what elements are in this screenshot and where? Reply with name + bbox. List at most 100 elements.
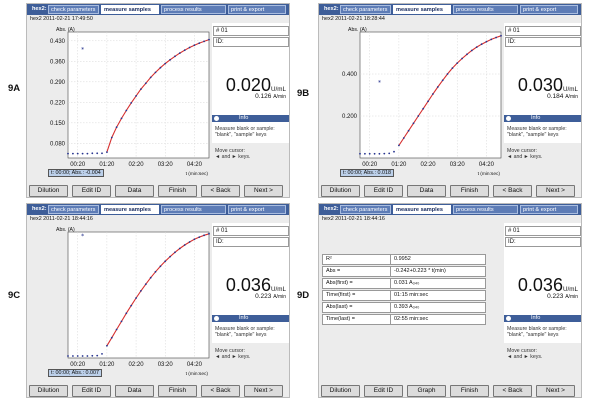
id-field[interactable]: ID: bbox=[213, 237, 289, 247]
kinetics-plot[interactable]: 00:20 01:20 02:20 03:20 04:20 0.200 0.400 Abs. … bbox=[322, 23, 503, 185]
x-tick-label: 01:20 bbox=[391, 162, 407, 168]
dilution-button[interactable]: Dilution bbox=[29, 185, 68, 197]
info-text-measure: Measure blank or sample: "blank", "sample… bbox=[215, 126, 275, 139]
data-point bbox=[368, 152, 371, 155]
finish-button[interactable]: Finish bbox=[450, 185, 489, 197]
data-point bbox=[417, 115, 420, 117]
back-button[interactable]: < Back bbox=[201, 385, 240, 397]
plot-area bbox=[359, 31, 502, 159]
stat-row: Abs(last) = 0.393 A₃₄₀ bbox=[322, 302, 486, 313]
kinetics-plot[interactable]: 00:20 01:20 02:20 03:20 04:20 0.080 0.150 0.220… bbox=[30, 23, 211, 185]
tab-measure-samples[interactable]: measure samples bbox=[101, 205, 159, 214]
y-tick-label: 0.150 bbox=[50, 121, 66, 127]
finish-button[interactable]: Finish bbox=[158, 385, 197, 397]
id-field[interactable]: ID: bbox=[505, 237, 581, 247]
data-point bbox=[470, 49, 473, 52]
tab-check-parameters[interactable]: check parameters bbox=[340, 205, 391, 214]
data-point bbox=[76, 355, 79, 357]
tab-process-results[interactable]: process results bbox=[161, 5, 226, 14]
session-header: hex2 2011-02-21 18:28:44 bbox=[322, 16, 385, 22]
tab-measure-samples[interactable]: measure samples bbox=[101, 5, 159, 14]
data-point bbox=[388, 152, 391, 155]
x-tick-label: 03:20 bbox=[158, 162, 174, 168]
tab-print-export[interactable]: print & export bbox=[520, 5, 578, 14]
dilution-button[interactable]: Dilution bbox=[321, 385, 360, 397]
tab-process-results[interactable]: process results bbox=[161, 205, 226, 214]
tab-process-results[interactable]: process results bbox=[453, 5, 518, 14]
back-button[interactable]: < Back bbox=[201, 185, 240, 197]
data-point bbox=[86, 152, 89, 155]
tab-process-results[interactable]: process results bbox=[453, 205, 518, 214]
screen-9b: hex2: check parameters measure samples p… bbox=[318, 3, 582, 198]
tab-check-parameters[interactable]: check parameters bbox=[48, 5, 99, 14]
y-tick-label: 0.220 bbox=[50, 100, 66, 106]
id-field[interactable]: ID: bbox=[505, 37, 581, 47]
back-button[interactable]: < Back bbox=[493, 185, 532, 197]
data-point bbox=[81, 355, 84, 357]
y-tick-label: 0.200 bbox=[342, 114, 358, 120]
x-tick-label: 01:20 bbox=[99, 362, 115, 368]
button-bar: Dilution Edit ID Graph Finish < Back Nex… bbox=[319, 385, 581, 397]
x-tick-label: 03:20 bbox=[158, 362, 174, 368]
data-point bbox=[115, 126, 118, 129]
data-point bbox=[451, 67, 454, 69]
button-bar: Dilution Edit ID Data Finish < Back Next… bbox=[27, 185, 289, 197]
data-button[interactable]: Data bbox=[115, 385, 154, 397]
panel-label-9a: 9A bbox=[8, 83, 21, 94]
dilution-button[interactable]: Dilution bbox=[29, 385, 68, 397]
data-point bbox=[178, 247, 181, 250]
data-point bbox=[106, 151, 108, 154]
data-point bbox=[67, 152, 69, 155]
stat-row: R² 0.9952 bbox=[322, 254, 486, 265]
edit-id-button[interactable]: Edit ID bbox=[72, 185, 111, 197]
finish-button[interactable]: Finish bbox=[450, 385, 489, 397]
sample-number: # 01 bbox=[213, 26, 289, 36]
data-point bbox=[120, 320, 123, 323]
tab-measure-samples[interactable]: measure samples bbox=[393, 5, 451, 14]
result-panel: # 01 ID: 0.030U/mL 0.184 A/min bbox=[504, 23, 581, 143]
info-text-measure: Measure blank or sample: "blank", "sample… bbox=[507, 326, 567, 339]
back-button[interactable]: < Back bbox=[493, 385, 532, 397]
data-point bbox=[91, 354, 94, 357]
finish-button[interactable]: Finish bbox=[158, 185, 197, 197]
tab-check-parameters[interactable]: check parameters bbox=[340, 5, 391, 14]
regression-line bbox=[398, 35, 502, 146]
x-axis-label: t (min:sec) bbox=[186, 171, 209, 177]
data-point bbox=[67, 355, 69, 357]
data-point bbox=[149, 76, 152, 79]
tab-measure-samples[interactable]: measure samples bbox=[393, 205, 451, 214]
data-point bbox=[183, 49, 186, 52]
edit-id-button[interactable]: Edit ID bbox=[364, 185, 403, 197]
data-button[interactable]: Data bbox=[115, 185, 154, 197]
data-point bbox=[490, 38, 493, 41]
tab-check-parameters[interactable]: check parameters bbox=[48, 205, 99, 214]
tab-print-export[interactable]: print & export bbox=[228, 5, 286, 14]
info-icon bbox=[506, 316, 511, 321]
info-header: Info bbox=[504, 315, 581, 322]
kinetics-plot[interactable]: 00:20 01:20 02:20 03:20 04:20 Abs. (A) t (min:… bbox=[30, 223, 211, 385]
edit-id-button[interactable]: Edit ID bbox=[364, 385, 403, 397]
data-point bbox=[101, 353, 103, 355]
info-text-cursor: Move cursor: ◄ and ► keys. bbox=[507, 348, 543, 361]
next-button[interactable]: Next > bbox=[536, 185, 575, 197]
info-header: Info bbox=[212, 315, 289, 322]
outlier-marker: * bbox=[81, 47, 84, 54]
device-name: hex2: bbox=[324, 206, 339, 212]
tab-print-export[interactable]: print & export bbox=[520, 205, 578, 214]
tab-print-export[interactable]: print & export bbox=[228, 205, 286, 214]
screen-9c: hex2: check parameters measure samples p… bbox=[26, 203, 290, 398]
data-point bbox=[130, 102, 133, 104]
next-button[interactable]: Next > bbox=[244, 185, 283, 197]
x-tick-label: 02:20 bbox=[421, 162, 437, 168]
data-point bbox=[436, 86, 439, 88]
data-button[interactable]: Data bbox=[407, 185, 446, 197]
graph-button[interactable]: Graph bbox=[407, 385, 446, 397]
next-button[interactable]: Next > bbox=[536, 385, 575, 397]
next-button[interactable]: Next > bbox=[244, 385, 283, 397]
edit-id-button[interactable]: Edit ID bbox=[72, 385, 111, 397]
y-tick-label: 0.430 bbox=[50, 39, 66, 45]
data-point bbox=[81, 152, 84, 155]
dilution-button[interactable]: Dilution bbox=[321, 185, 360, 197]
id-field[interactable]: ID: bbox=[213, 37, 289, 47]
data-point bbox=[164, 62, 167, 65]
